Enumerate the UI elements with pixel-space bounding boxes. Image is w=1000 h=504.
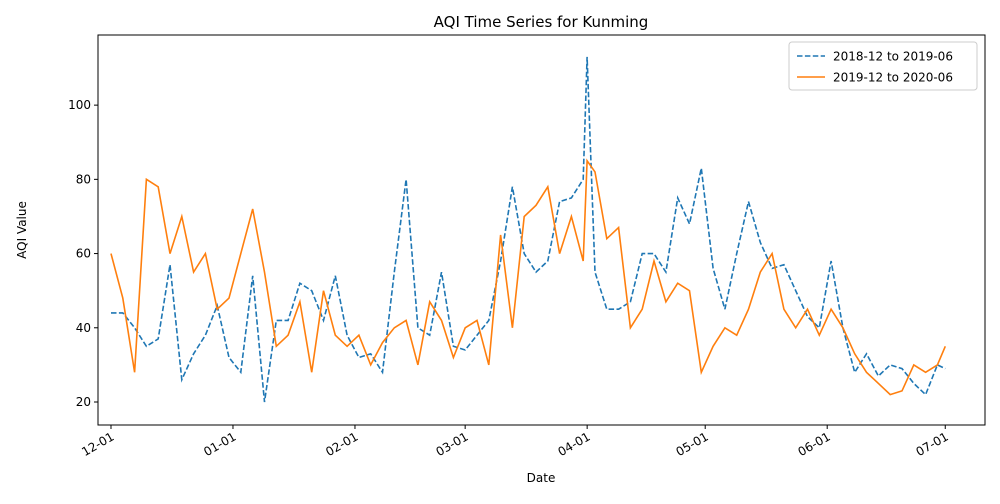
y-tick-label: 40	[76, 321, 91, 335]
y-tick-label: 80	[76, 172, 91, 186]
x-axis-label: Date	[527, 471, 556, 485]
plot-frame	[97, 34, 986, 426]
y-tick-label: 100	[68, 98, 91, 112]
legend-box	[788, 41, 978, 91]
series-line	[110, 158, 947, 396]
series-line	[111, 56, 946, 403]
y-axis-label: AQI Value	[15, 201, 29, 259]
y-tick-label: 60	[76, 247, 91, 261]
chart-title: AQI Time Series for Kunming	[434, 13, 649, 31]
y-tick-label: 20	[76, 395, 91, 409]
legend-label: 2019-12 to 2020-06	[833, 71, 953, 85]
legend-label: 2018-12 to 2019-06	[833, 50, 953, 64]
